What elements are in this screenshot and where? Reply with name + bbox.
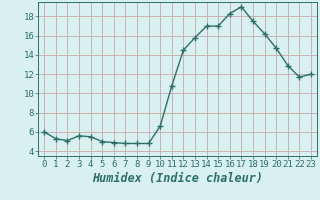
X-axis label: Humidex (Indice chaleur): Humidex (Indice chaleur) [92, 172, 263, 185]
